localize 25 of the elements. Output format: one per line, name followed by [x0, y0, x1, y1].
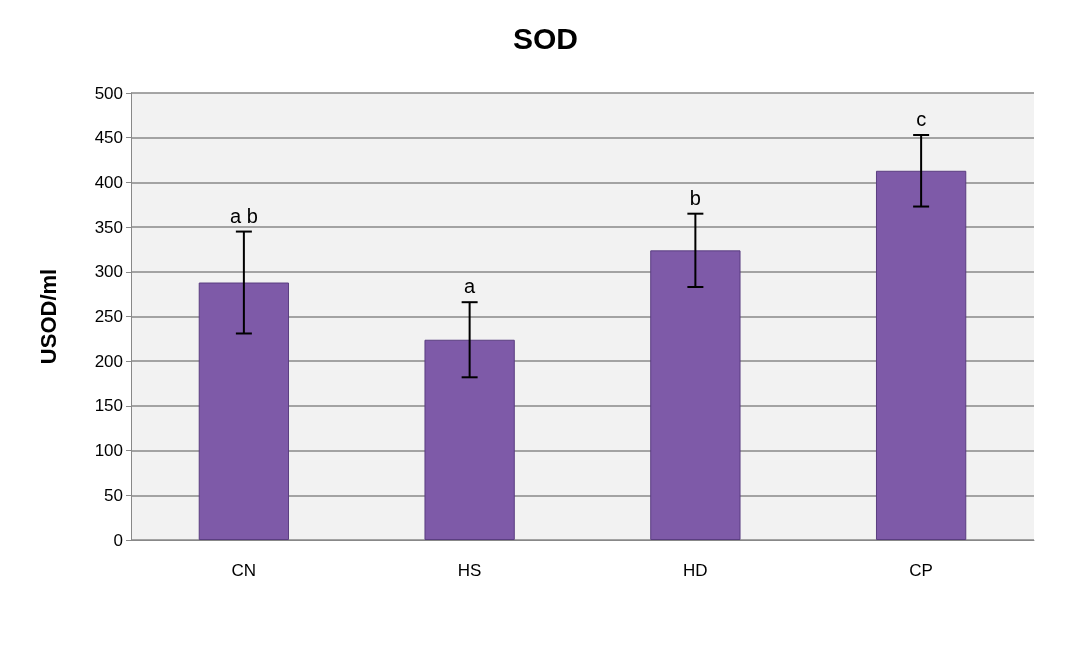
bar: [424, 339, 515, 540]
y-tick-label: 400: [94, 172, 123, 192]
chart-title: SOD: [512, 21, 579, 55]
x-tick-label: HD: [683, 561, 708, 580]
y-tick-label: 50: [104, 485, 123, 505]
bar: [875, 170, 967, 540]
y-tick-label: 0: [113, 530, 123, 550]
y-tick-label: 200: [94, 351, 123, 371]
x-tick-label: HS: [457, 561, 482, 580]
y-tick-label: 300: [94, 262, 123, 282]
annotation: a: [464, 275, 477, 298]
y-tick-label: 500: [94, 83, 123, 103]
y-tick-label: 350: [94, 217, 123, 237]
bar: [650, 250, 741, 540]
y-tick-label: 250: [94, 307, 123, 326]
x-tick-label: CP: [909, 561, 933, 580]
x-tick-label: CN: [231, 561, 257, 580]
annotation: c: [916, 108, 927, 131]
y-tick-label: 450: [94, 128, 123, 148]
annotation: b: [689, 186, 701, 209]
y-tick-label: 150: [94, 396, 123, 416]
y-axis-title: USOD/ml: [35, 268, 61, 365]
bar: [198, 282, 290, 540]
y-tick-label: 100: [94, 441, 123, 461]
annotation: a b: [229, 204, 258, 227]
